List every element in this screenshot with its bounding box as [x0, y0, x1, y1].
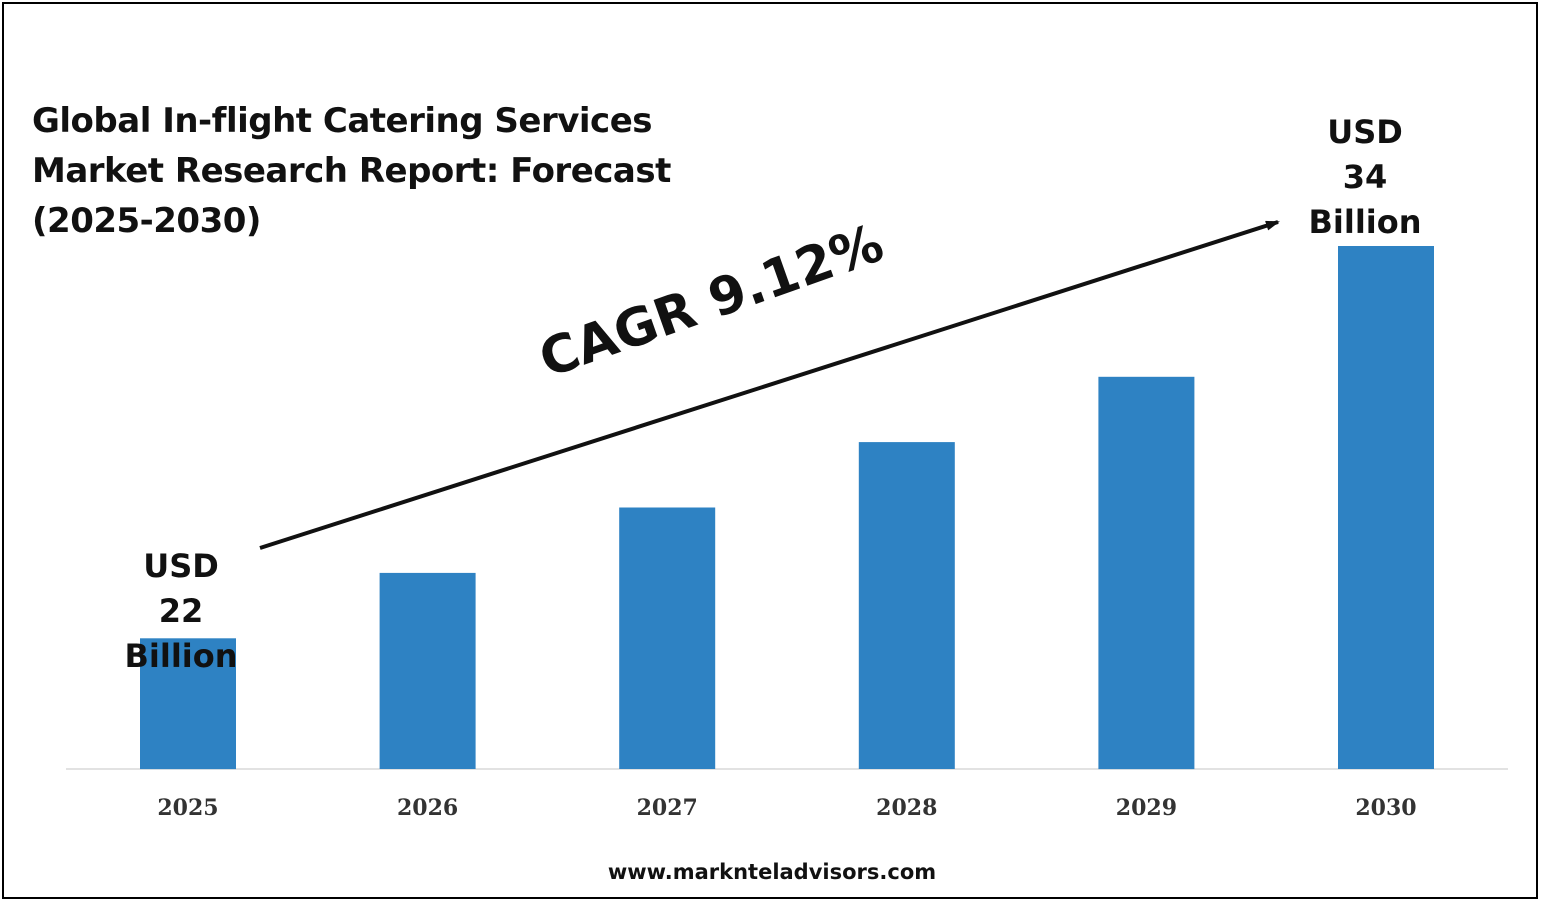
- start-value-label-line-1: USD: [143, 547, 219, 585]
- bar-2025: [140, 638, 236, 770]
- bar-2030: [1338, 246, 1434, 769]
- footer-url: www.marknteladvisors.com: [607, 860, 937, 884]
- end-value-label-line-3: Billion: [1308, 203, 1422, 241]
- start-value-label-line-2: 22: [158, 592, 204, 630]
- chart-title-line-2: Market Research Report: Forecast: [32, 151, 671, 191]
- x-tick-label-2029: 2029: [1116, 795, 1177, 821]
- end-value-label-line-2: 34: [1342, 158, 1388, 196]
- cagr-arrow: [259, 220, 1280, 550]
- chart-title-line-1: Global In-flight Catering Services: [32, 101, 653, 141]
- x-tick-label-2027: 2027: [637, 795, 698, 821]
- x-tick-label-2026: 2026: [397, 795, 458, 821]
- bar-2027: [619, 507, 716, 769]
- chart-title: Global In-flight Catering Services Marke…: [32, 96, 732, 246]
- bar-2029: [1098, 376, 1195, 770]
- chart-title-line-3: (2025-2030): [32, 201, 261, 241]
- start-value-label-line-3: Billion: [124, 637, 238, 675]
- x-tick-label-2025: 2025: [157, 795, 218, 821]
- start-value-label: USD 22 Billion: [96, 544, 266, 679]
- end-value-label: USD 34 Billion: [1280, 110, 1450, 245]
- x-tick-label-2030: 2030: [1355, 795, 1416, 821]
- bar-2026: [379, 572, 476, 769]
- x-tick-label-2028: 2028: [876, 795, 937, 821]
- bar-2028: [858, 442, 955, 769]
- end-value-label-line-1: USD: [1327, 113, 1403, 151]
